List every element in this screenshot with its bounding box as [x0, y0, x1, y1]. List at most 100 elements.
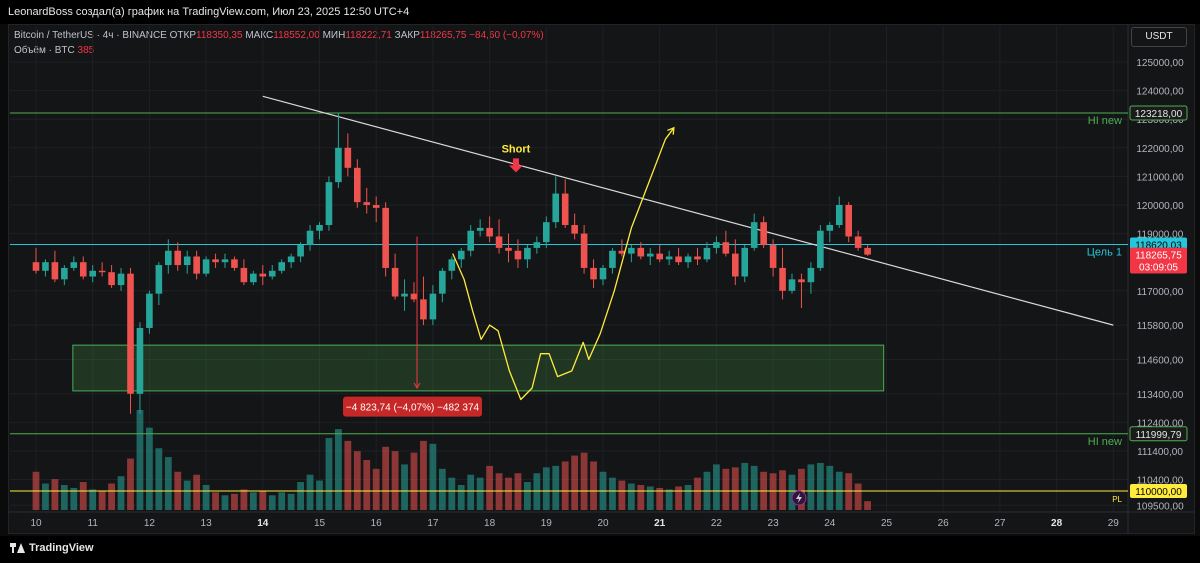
legend-volume-label[interactable]: Объём · BTC	[14, 45, 75, 56]
volume-bar	[353, 451, 361, 510]
candle-body	[391, 267, 399, 297]
time-axis-label: 28	[1051, 518, 1063, 529]
price-axis-label: 125000,00	[1136, 58, 1184, 69]
candle-body	[89, 270, 96, 277]
candle-body	[817, 230, 824, 268]
price-axis-label: 113400,00	[1137, 390, 1184, 401]
candle-body	[788, 279, 796, 291]
candle-body	[221, 259, 229, 263]
time-axis-label: 16	[371, 518, 383, 529]
volume-bar	[79, 482, 87, 510]
price-axis-label: 123000,00	[1136, 115, 1184, 126]
volume-bar	[580, 452, 588, 510]
candle-body	[354, 167, 361, 203]
volume-bar	[656, 487, 664, 510]
chart-legend: Bitcoin / TetherUS · 4ч · BINANCE ОТКР 11…	[14, 28, 544, 58]
candle-body	[703, 247, 711, 260]
candle-body	[212, 259, 219, 263]
volume-bar	[231, 493, 238, 510]
legend-close: 118265,75	[419, 30, 467, 41]
time-axis-label: 22	[711, 518, 723, 529]
candle-body	[457, 250, 465, 260]
candle-body	[146, 293, 153, 328]
candle-body	[798, 279, 805, 283]
legend-symbol[interactable]: Bitcoin / TetherUS · 4ч · BINANCE	[14, 30, 167, 41]
time-axis-label: 13	[201, 518, 213, 529]
legend-volume: 385	[77, 45, 95, 56]
volume-bar	[684, 485, 692, 510]
candle-body	[363, 202, 371, 205]
candle-body	[835, 205, 843, 226]
candle-body	[580, 233, 588, 268]
time-axis-label: 19	[541, 518, 553, 529]
candle-body	[117, 273, 125, 286]
volume-bar	[798, 468, 805, 510]
price-axis-label: 120000,00	[1136, 201, 1184, 212]
volume-bar	[675, 486, 682, 510]
volume-bar	[476, 477, 484, 510]
price-axis-label: 114600,00	[1137, 355, 1184, 366]
time-axis-label: 27	[994, 518, 1006, 529]
currency-button[interactable]: USDT	[1131, 27, 1187, 47]
candle-body	[439, 270, 446, 294]
price-tag	[1130, 247, 1187, 262]
volume-bar	[127, 458, 134, 510]
volume-bar	[769, 473, 777, 510]
volume-bar	[146, 427, 153, 510]
volume-bar	[864, 501, 871, 510]
time-axis-label: 21	[654, 518, 666, 529]
time-axis-label: 10	[30, 518, 42, 529]
candle-body	[826, 225, 834, 231]
candle-body	[278, 262, 285, 271]
volume-bar	[155, 448, 163, 510]
candle-body	[325, 182, 333, 226]
volume-bar	[89, 489, 97, 510]
candle-body	[760, 222, 767, 246]
candle-body	[165, 250, 172, 266]
tradingview-logo[interactable]: TradingView	[10, 542, 94, 554]
candle-body	[533, 242, 541, 248]
footer-bar	[0, 536, 1200, 563]
volume-bar	[316, 480, 323, 510]
candle-body	[571, 225, 578, 234]
trendline	[262, 95, 1114, 326]
candle-body	[316, 225, 323, 231]
short-arrow-icon	[508, 158, 523, 173]
candle-body	[51, 262, 59, 280]
time-axis-label: 23	[768, 518, 780, 529]
candle-body	[750, 222, 758, 248]
level-label: HI new	[1088, 436, 1122, 448]
volume-bar	[731, 467, 739, 510]
price-tag-label: 118620,03	[1135, 240, 1182, 251]
candle-body	[98, 270, 106, 273]
candle-body	[79, 262, 87, 277]
projection-path	[452, 127, 675, 401]
candle-body	[42, 262, 49, 271]
volume-bar	[98, 490, 106, 510]
volume-bar	[533, 473, 541, 510]
volume-bar	[524, 482, 531, 510]
volume-bar	[268, 495, 276, 510]
volume-bar	[845, 473, 853, 510]
volume-bar	[212, 492, 219, 510]
candle-body	[372, 205, 380, 208]
candle-body	[694, 256, 701, 260]
candle-body	[287, 256, 295, 263]
volume-bar	[854, 483, 862, 510]
volume-bar	[372, 468, 380, 510]
projection-arrowhead	[667, 126, 675, 135]
volume-bar	[713, 464, 720, 510]
candle-body	[722, 242, 730, 254]
candle-body	[250, 273, 257, 283]
volume-bar	[788, 474, 796, 510]
candle-body	[32, 262, 40, 271]
candle-body	[174, 250, 182, 266]
price-axis-label: 121000,00	[1136, 172, 1184, 183]
price-axis-label: 124000,00	[1136, 87, 1184, 98]
price-tag-label: 111999,79	[1136, 430, 1182, 441]
volume-bar	[590, 461, 597, 510]
legend-open-label: ОТКР	[169, 30, 197, 41]
volume-bar	[401, 464, 408, 510]
candle-body	[590, 267, 597, 280]
